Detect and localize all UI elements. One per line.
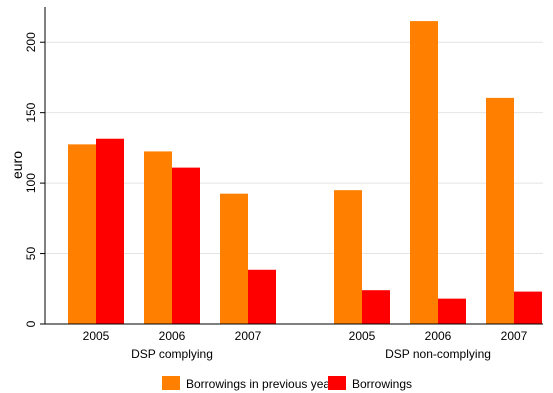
bar: [68, 144, 96, 324]
bar: [410, 21, 438, 324]
x-tick-label: 2006: [425, 329, 452, 343]
bar-layer: [68, 21, 542, 324]
legend-label: Borrowings: [352, 377, 412, 391]
bar: [248, 269, 276, 324]
bar: [362, 290, 390, 324]
y-tick-label: 150: [24, 102, 38, 122]
group-label: DSP non-complying: [385, 347, 491, 361]
y-axis-title: euro: [9, 151, 25, 179]
x-tick-label: 2007: [235, 329, 262, 343]
x-tick-label: 2007: [501, 329, 528, 343]
bar: [96, 138, 124, 324]
bar: [334, 190, 362, 324]
x-ticks: 2005 2006 2007 2005 2006 2007: [83, 329, 528, 343]
legend: Borrowings in previous year Borrowings: [162, 376, 412, 391]
y-tick-label: 200: [24, 32, 38, 52]
axis-layer: euro: [9, 7, 543, 325]
bar: [486, 97, 514, 324]
legend-swatch: [328, 376, 346, 390]
legend-label: Borrowings in previous year: [186, 377, 334, 391]
bar: [438, 298, 466, 324]
bar: [514, 291, 542, 324]
y-tick-label: 100: [24, 173, 38, 193]
y-tick-label: 50: [24, 247, 38, 261]
x-tick-label: 2005: [83, 329, 110, 343]
x-tick-label: 2006: [159, 329, 186, 343]
y-ticks: 0 50 100 150 200: [24, 32, 45, 327]
group-label: DSP complying: [131, 347, 213, 361]
bar: [144, 151, 172, 324]
bar: [220, 193, 248, 324]
x-tick-label: 2005: [349, 329, 376, 343]
y-tick-label: 0: [24, 320, 38, 327]
legend-swatch: [162, 376, 180, 390]
group-labels: DSP complying DSP non-complying: [131, 347, 491, 361]
bar: [172, 167, 200, 324]
